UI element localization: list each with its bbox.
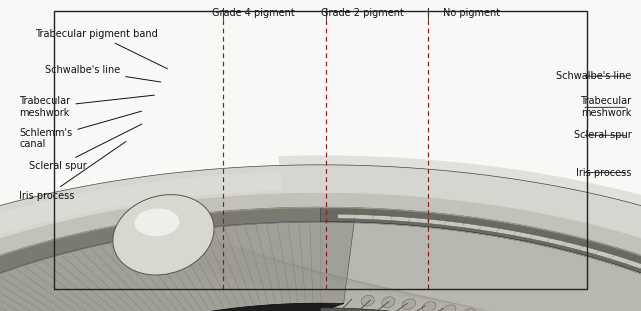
Text: Iris process: Iris process [576, 168, 631, 178]
Ellipse shape [422, 302, 436, 311]
Ellipse shape [113, 195, 214, 275]
Ellipse shape [135, 208, 179, 236]
Polygon shape [0, 193, 641, 311]
Text: Scleral spur: Scleral spur [29, 124, 142, 171]
Polygon shape [0, 165, 641, 311]
Polygon shape [0, 172, 283, 311]
Polygon shape [0, 207, 641, 311]
Polygon shape [278, 156, 641, 311]
Ellipse shape [442, 305, 456, 311]
Text: Grade 2 pigment: Grade 2 pigment [320, 8, 404, 18]
Ellipse shape [402, 299, 415, 310]
Text: Longitudinal m.: Longitudinal m. [36, 298, 112, 308]
Polygon shape [320, 208, 641, 311]
Text: Schlemm's
canal: Schlemm's canal [19, 111, 142, 149]
Text: Scleral spur: Scleral spur [574, 130, 631, 140]
Text: No pigment: No pigment [442, 8, 500, 18]
Ellipse shape [362, 295, 374, 306]
Polygon shape [320, 308, 558, 311]
Text: Circular m.: Circular m. [149, 298, 203, 308]
Text: Schwalbe's line: Schwalbe's line [556, 71, 631, 81]
Text: Ciliary body: Ciliary body [250, 298, 308, 308]
Ellipse shape [382, 297, 395, 308]
Polygon shape [0, 303, 344, 311]
Text: Trabecular pigment band: Trabecular pigment band [35, 29, 167, 69]
Text: Iris process: Iris process [19, 142, 126, 201]
Text: Trabecular
meshwork: Trabecular meshwork [580, 96, 631, 118]
Text: Grade 4 pigment: Grade 4 pigment [212, 8, 295, 18]
Text: Trabecular
meshwork: Trabecular meshwork [19, 95, 154, 118]
Ellipse shape [461, 309, 476, 311]
Polygon shape [0, 222, 354, 311]
Polygon shape [338, 214, 641, 311]
Text: Schwalbe's line: Schwalbe's line [45, 65, 161, 82]
Polygon shape [320, 222, 641, 311]
